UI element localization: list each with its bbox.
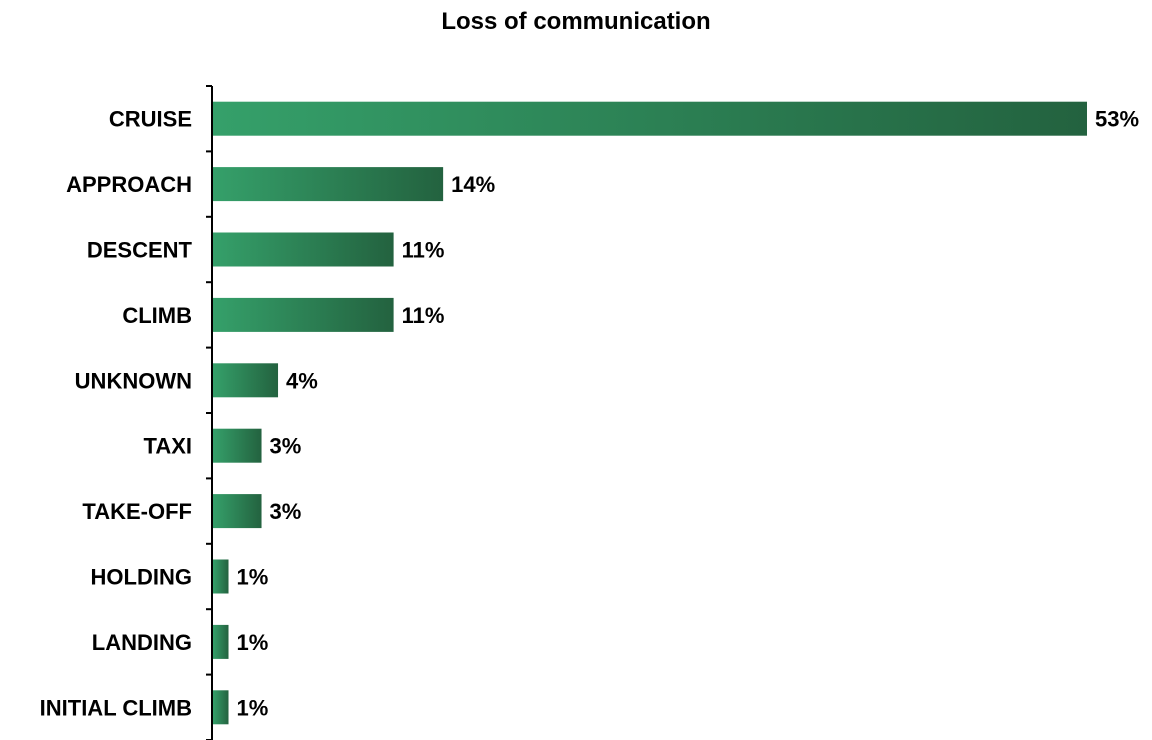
category-label: TAXI <box>144 434 192 459</box>
category-label: DESCENT <box>87 238 193 263</box>
category-label: CLIMB <box>122 303 192 328</box>
bar-landing <box>213 624 229 659</box>
value-label: 1% <box>237 695 269 720</box>
bar-climb <box>213 297 394 332</box>
bar-approach <box>213 167 444 202</box>
value-label: 11% <box>402 238 445 263</box>
value-label: 3% <box>270 434 302 459</box>
category-label: INITIAL CLIMB <box>40 695 192 720</box>
y-axis <box>206 85 213 740</box>
value-label: 4% <box>286 368 318 393</box>
category-label: UNKNOWN <box>75 368 192 393</box>
category-label: LANDING <box>92 630 192 655</box>
value-label: 14% <box>451 172 495 197</box>
value-label: 1% <box>237 565 269 590</box>
value-label: 53% <box>1095 107 1139 132</box>
bar-take-off <box>213 494 262 529</box>
chart-title: Loss of communication <box>441 8 711 35</box>
value-label: 3% <box>270 499 302 524</box>
category-label: APPROACH <box>66 172 192 197</box>
bars-layer <box>213 101 1087 725</box>
category-label: CRUISE <box>109 107 192 132</box>
labels-layer: CRUISE 53% APPROACH 14% DESCENT 11% CLIMB 11% UN… <box>40 107 1139 721</box>
bar-holding <box>213 559 229 594</box>
category-label: TAKE-OFF <box>82 499 192 524</box>
bar-taxi <box>213 428 262 463</box>
bar-initial-climb <box>213 690 229 725</box>
bar-unknown <box>213 363 279 398</box>
value-label: 11% <box>402 303 445 328</box>
category-label: HOLDING <box>91 565 192 590</box>
bar-descent <box>213 232 394 267</box>
bar-cruise <box>213 101 1087 136</box>
value-label: 1% <box>237 630 269 655</box>
